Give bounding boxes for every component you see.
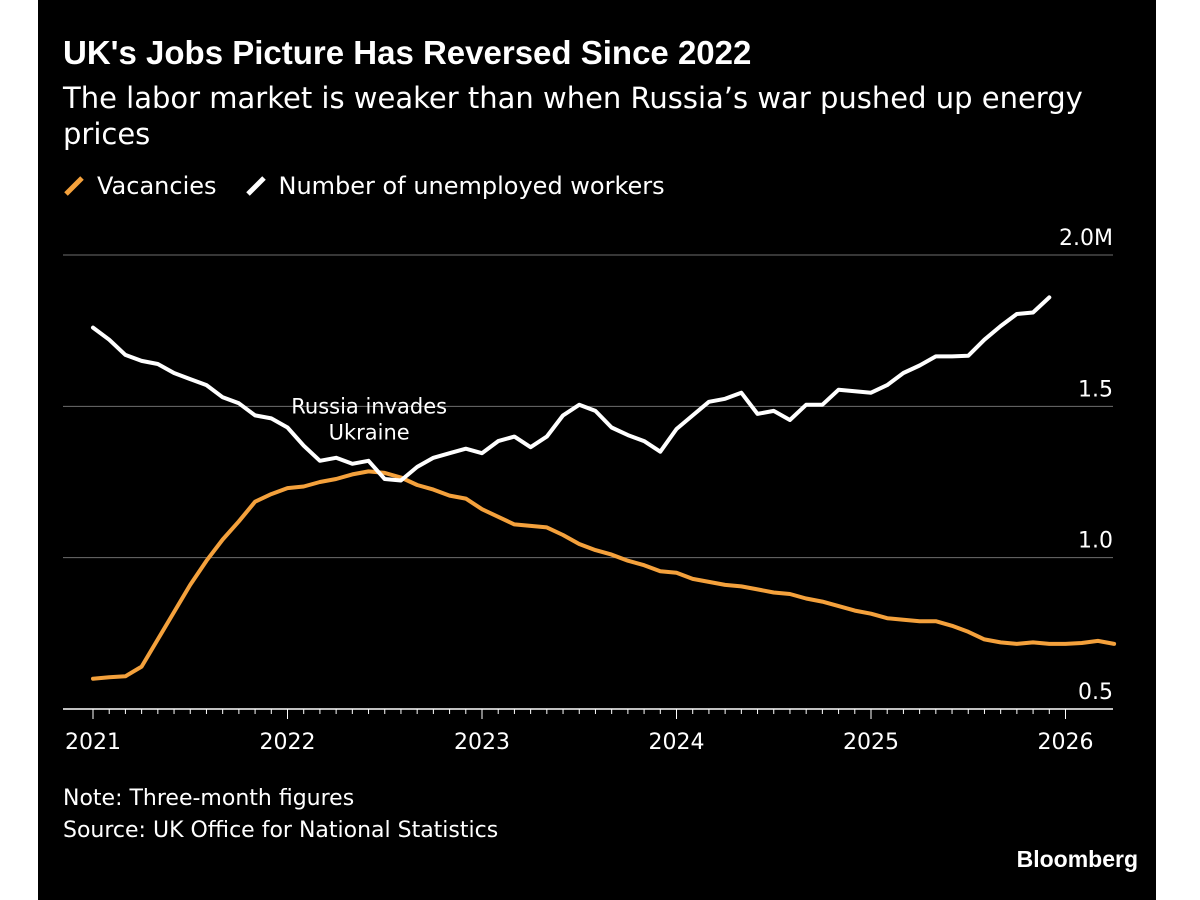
chart-subtitle: The labor market is weaker than when Rus…	[63, 81, 1083, 151]
annotation-russia-invades: Russia invades Ukraine	[291, 394, 447, 444]
line-chart: 2.0M 1.5 1.0 0.5 2021 2022 2023 2024 2025 2026 Rus…	[63, 226, 1117, 755]
y-tick-label: 0.5	[1078, 680, 1113, 705]
legend: Vacancies Number of unemployed workers	[63, 172, 693, 200]
vacancies-swatch-icon	[64, 176, 84, 196]
x-tick-label: 2025	[843, 730, 899, 755]
x-tick-label: 2024	[649, 730, 705, 755]
x-tick-label: 2022	[260, 730, 316, 755]
chart-title: UK's Jobs Picture Has Reversed Since 202…	[63, 34, 752, 71]
chart-source: Source: UK Office for National Statistic…	[63, 818, 499, 843]
series-line-unemployed	[91, 295, 1052, 483]
y-tick-label: 2.0M	[1059, 226, 1113, 251]
legend-item-unemployed: Number of unemployed workers	[245, 172, 665, 200]
y-tick-label: 1.5	[1078, 377, 1113, 402]
x-tick-label: 2023	[454, 730, 510, 755]
y-tick-label: 1.0	[1078, 529, 1113, 554]
x-tick-label: 2026	[1038, 730, 1094, 755]
unemployed-swatch-icon	[245, 176, 266, 196]
x-tick-label: 2021	[65, 730, 121, 755]
legend-item-vacancies: Vacancies	[63, 172, 217, 200]
bloomberg-logo: Bloomberg	[1016, 846, 1138, 872]
legend-label-unemployed: Number of unemployed workers	[278, 172, 665, 200]
chart-note: Note: Three-month figures	[63, 786, 355, 811]
chart-panel: UK's Jobs Picture Has Reversed Since 202…	[38, 0, 1156, 900]
legend-label-vacancies: Vacancies	[97, 172, 217, 200]
series-line-vacancies	[91, 469, 1117, 681]
